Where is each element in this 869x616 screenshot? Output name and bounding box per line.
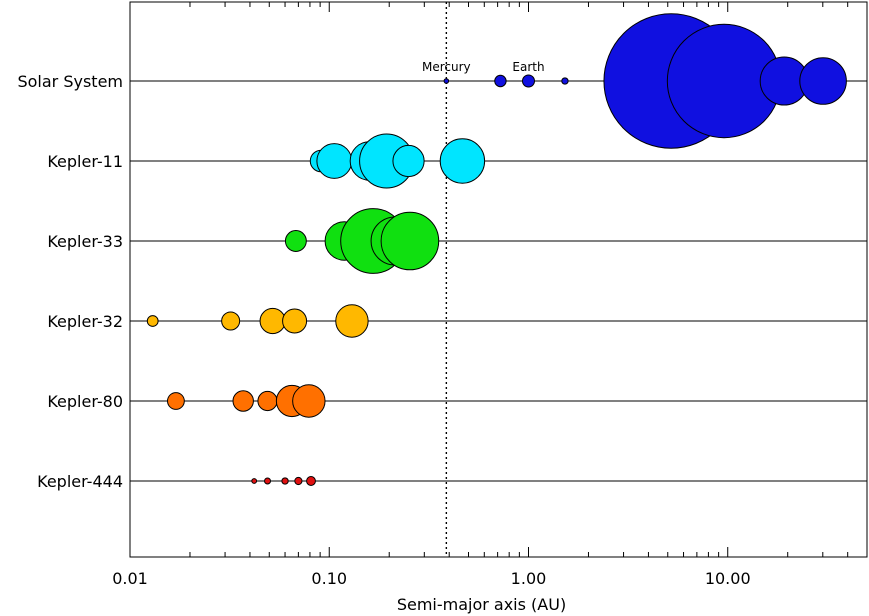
annotation-earth: Earth [512,60,544,74]
system-label-kepler-444: Kepler-444 [37,472,123,491]
planet-bubble-solar-system-3 [521,74,535,88]
x-tick-label: 1.00 [511,569,547,588]
planet-bubble-kepler-11-2 [316,143,353,179]
planet-bubble-kepler-444-5 [306,476,316,486]
x-axis-label: Semi-major axis (AU) [397,595,566,614]
planet-bubble-kepler-80-1 [167,392,185,410]
x-tick-label: 0.10 [311,569,347,588]
planet-bubble-kepler-32-5 [335,304,369,338]
planet-bubble-kepler-444-3 [281,477,289,485]
planet-bubble-solar-system-4 [561,77,569,85]
planet-bubble-kepler-444-1 [251,478,258,484]
x-tick-label: 0.01 [112,569,148,588]
planet-bubble-solar-system-8 [799,57,847,105]
annotation-mercury: Mercury [422,60,471,74]
planet-bubble-kepler-11-5 [392,144,425,178]
x-tick-label: 10.00 [705,569,751,588]
planet-bubble-kepler-33-5 [380,211,440,271]
system-label-kepler-32: Kepler-32 [47,312,123,331]
system-label-kepler-11: Kepler-11 [47,152,123,171]
planet-bubble-solar-system-1 [443,78,450,84]
system-label-kepler-33: Kepler-33 [47,232,123,251]
planet-bubble-kepler-80-2 [232,390,254,412]
planet-bubble-kepler-32-1 [146,315,159,327]
planet-bubble-kepler-444-4 [294,476,303,486]
planet-bubble-kepler-11-6 [439,138,486,184]
planet-bubble-kepler-32-3 [259,307,286,335]
planet-bubble-kepler-80-3 [257,390,278,412]
x-axis-ticks: 0.01 0.10 1.00 10.00 [112,2,868,588]
annotations: Mercury Earth [422,60,545,74]
planet-bubble-kepler-32-4 [282,308,308,334]
planet-bubble-kepler-444-2 [264,477,272,485]
system-label-kepler-80: Kepler-80 [47,392,123,411]
planet-bubble-solar-system-2 [494,74,507,88]
planet-bubble-kepler-80-5 [292,384,326,418]
planet-bubble-kepler-32-2 [221,311,241,331]
planet-bubble-kepler-33-1 [284,230,307,252]
system-labels: Solar System Kepler-11 Kepler-33 Kepler-32 K… [17,72,123,491]
plot-frame [129,1,868,558]
planet-bubbles [146,13,847,486]
system-rows [130,80,867,482]
system-label-solar-system: Solar System [17,72,123,91]
